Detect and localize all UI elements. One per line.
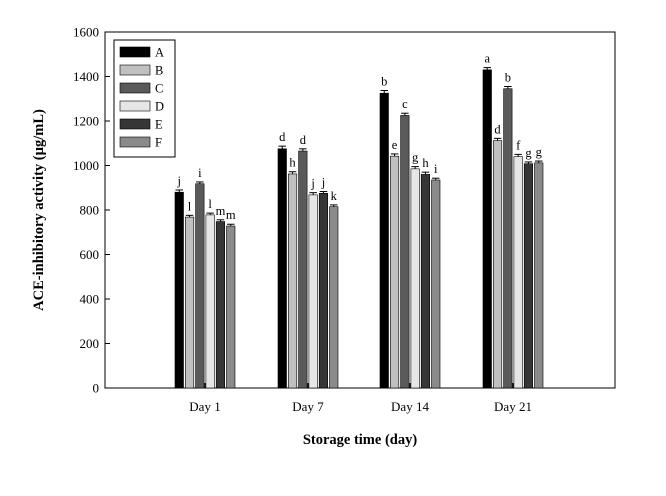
data-label: h [289,156,296,170]
legend-label: A [155,46,164,60]
y-tick-label: 600 [80,247,100,262]
legend-swatch [119,136,151,148]
bar [389,155,400,389]
y-axis: 0 200 400 600 800 1000 1200 1400 1600 [73,25,110,396]
x-axis: Day 1 Day 7 Day 14 Day 21 [189,383,532,414]
data-label: j [310,177,314,191]
data-label: i [198,166,202,180]
bar [298,150,308,389]
bar [195,183,205,389]
y-tick-label: 800 [80,203,100,218]
data-label: l [208,197,212,211]
data-label: c [402,97,408,111]
bar [174,191,184,389]
data-label: g [525,146,532,160]
bar [431,179,441,389]
bar [185,216,195,389]
data-label: b [381,75,387,89]
bar [420,174,431,389]
data-label: g [536,145,543,159]
bar [226,225,236,389]
bar [379,92,389,389]
legend-label: B [155,64,163,78]
data-label: m [226,208,236,222]
bar [410,168,420,389]
bar [329,206,339,389]
y-tick-label: 1000 [73,158,99,173]
bar [503,88,513,389]
legend-label: D [155,100,164,114]
x-tick-label: Day 21 [494,399,532,414]
y-tick-label: 1600 [73,25,99,40]
data-label: d [279,130,286,144]
y-tick-label: 0 [93,381,100,396]
bar [523,163,534,389]
legend-swatch [119,82,151,94]
y-tick-label: 200 [80,336,100,351]
x-tick-label: Day 7 [292,399,324,414]
data-label: d [300,133,307,147]
bar [492,140,503,389]
data-label: e [392,138,398,152]
bar [205,214,215,389]
x-axis-title: Storage time (day) [303,432,418,448]
legend-swatch [119,64,151,76]
data-label: l [188,199,192,213]
data-label: h [422,156,429,170]
legend-swatch [119,118,151,130]
data-label: a [484,52,490,66]
y-axis-title: ACE-inhibitory activity (µg/mL) [31,109,47,311]
x-tick-label: Day 1 [189,399,220,414]
y-tick-label: 400 [80,292,100,307]
bar [215,221,225,389]
bar [318,193,329,389]
legend-label: F [155,136,162,150]
bar [400,115,410,389]
data-label: m [216,204,226,218]
data-label: i [434,162,438,176]
bar [513,156,523,389]
bar [308,194,318,389]
bar [482,69,492,389]
data-label: k [331,189,338,203]
data-label: d [494,122,501,136]
y-tick-label: 1400 [73,69,99,84]
data-label: f [516,138,521,152]
y-tick-label: 1200 [73,114,99,129]
legend-label: E [155,118,163,132]
x-tick-label: Day 14 [391,399,429,414]
bar [277,148,287,389]
bar [534,162,544,389]
legend-swatch [119,46,151,58]
data-label: j [177,174,181,188]
bar [287,173,298,389]
data-label: j [321,176,325,190]
legend-label: C [155,82,163,96]
data-label: b [505,71,511,85]
data-label: g [412,151,419,165]
legend-swatch [119,100,151,112]
